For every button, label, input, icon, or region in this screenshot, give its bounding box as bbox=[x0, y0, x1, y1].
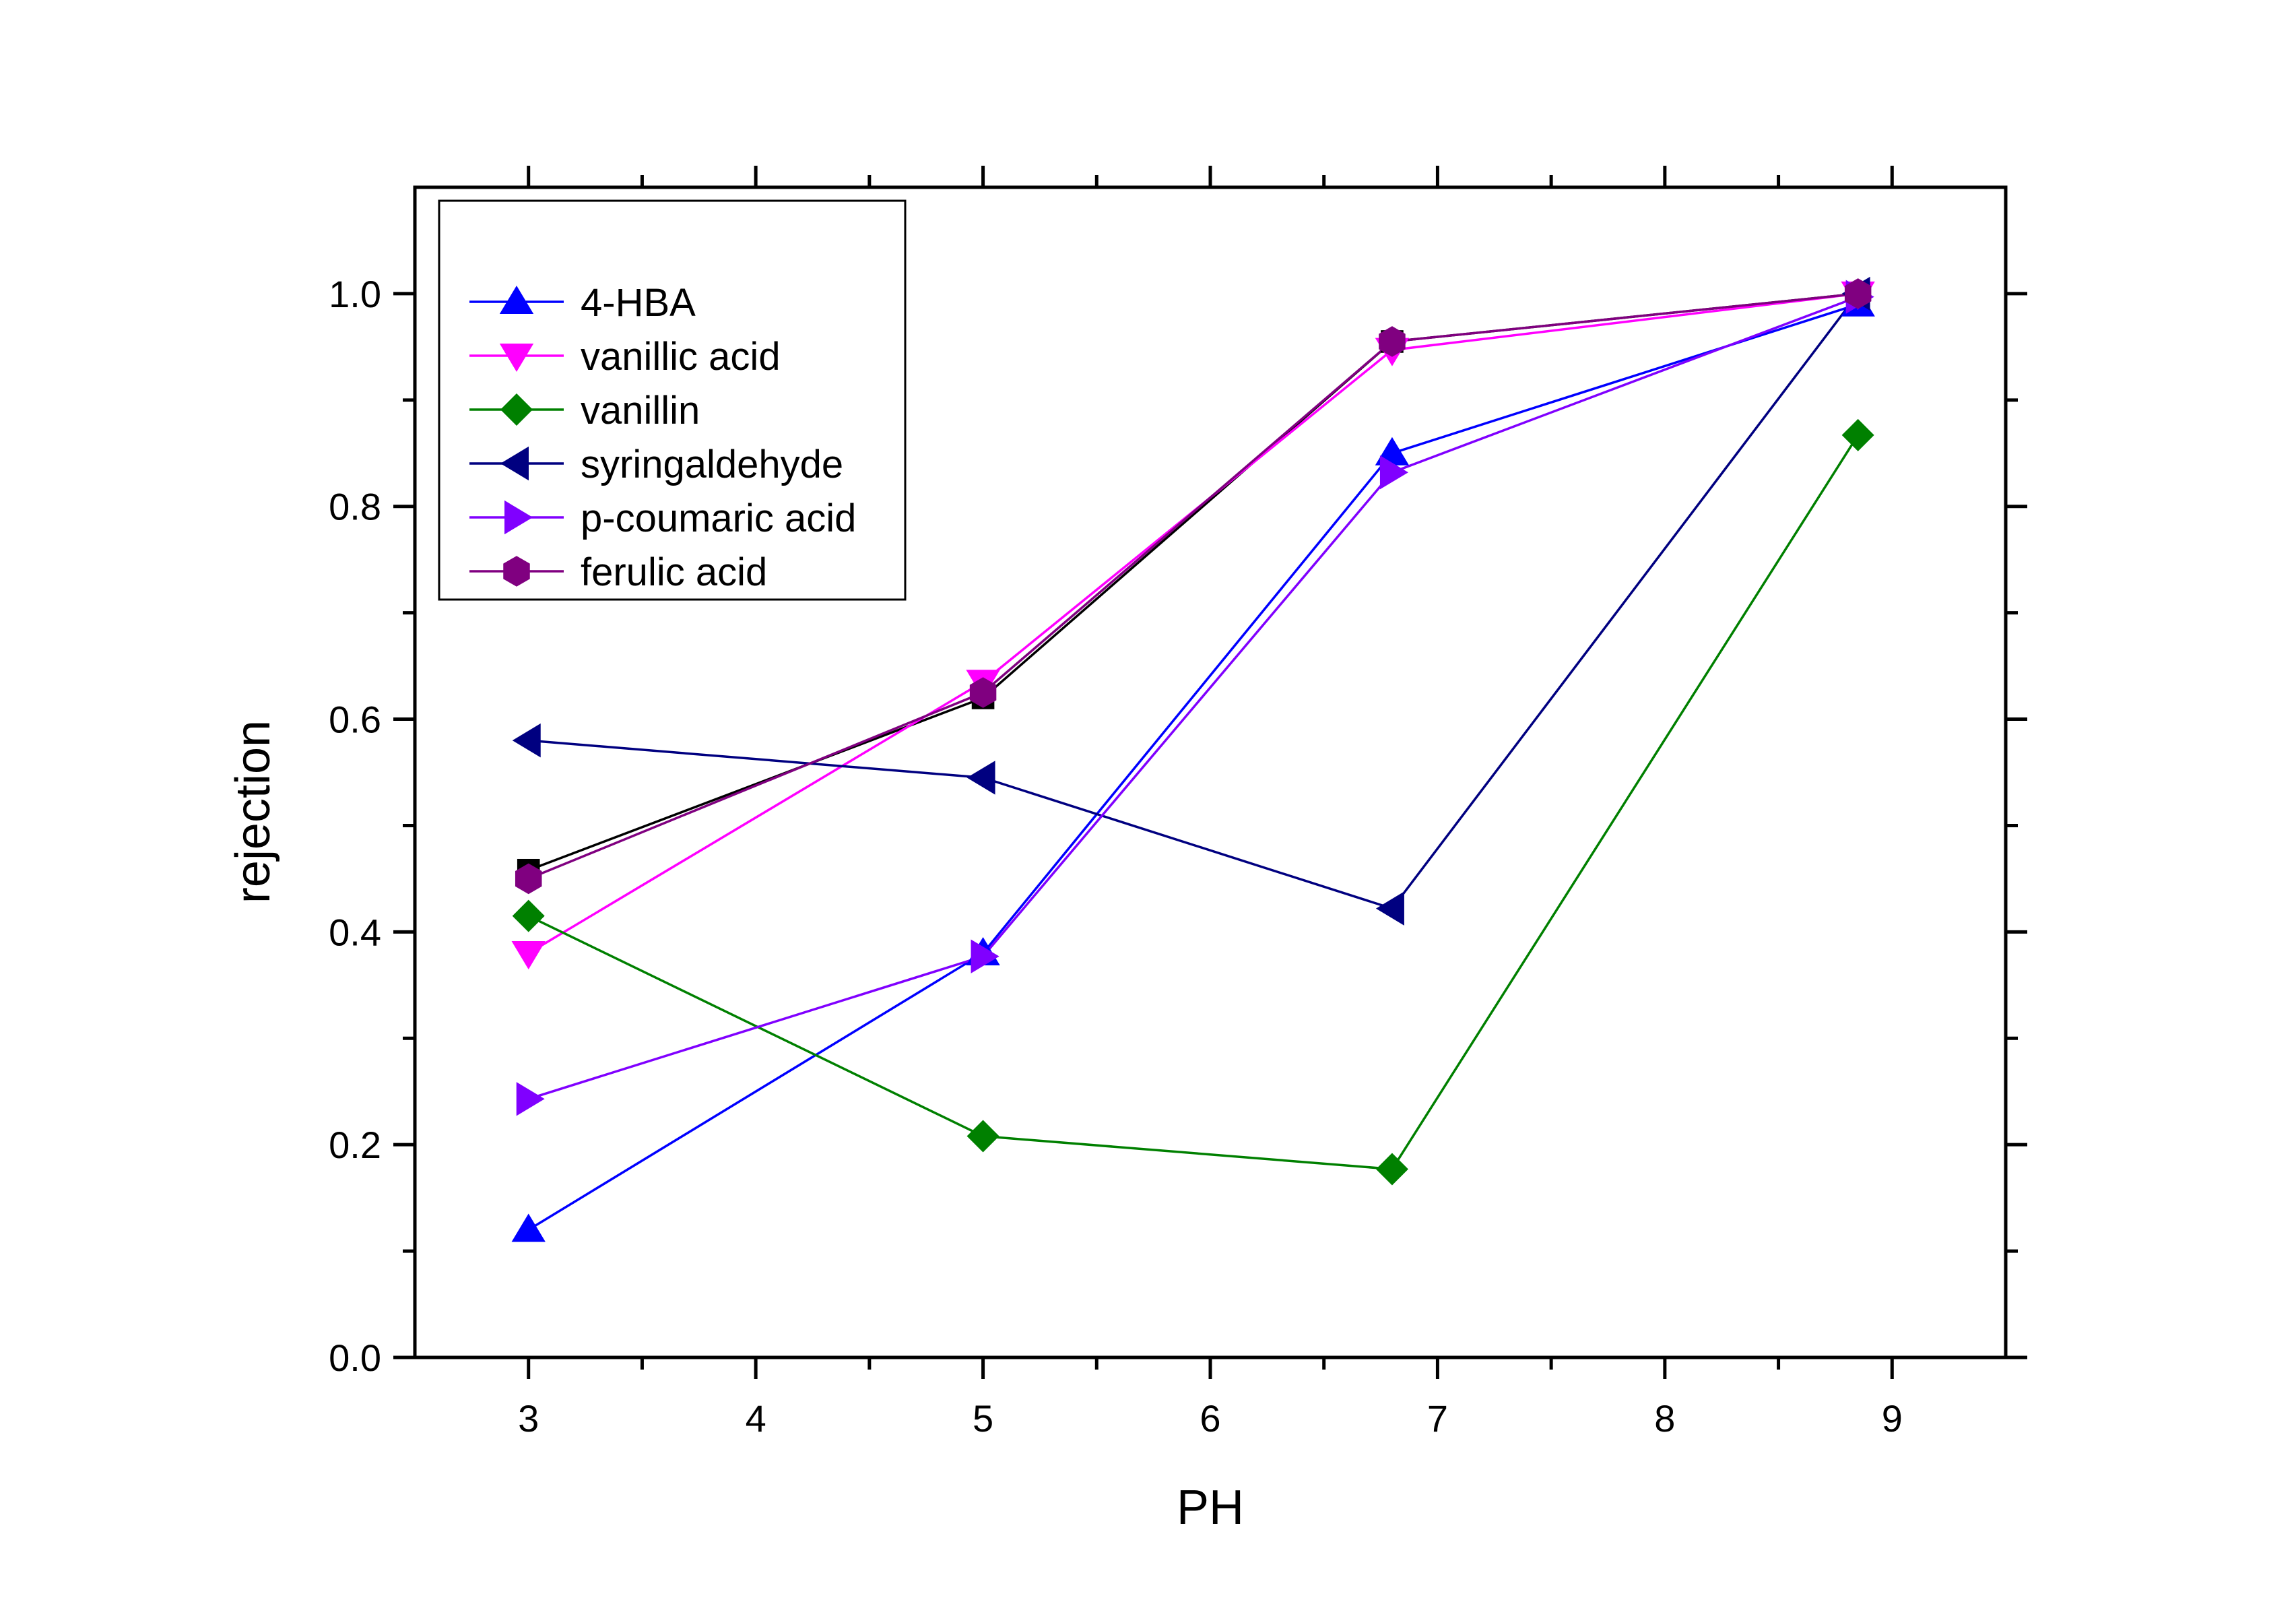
series-p-coumaric-acid-point bbox=[971, 939, 999, 973]
x-axis-title: PH bbox=[1177, 1481, 1244, 1535]
legend-vanillin-marker bbox=[500, 393, 533, 426]
series-vanillic-acid-point bbox=[511, 940, 546, 969]
series-ferulic-acid-point bbox=[515, 863, 542, 895]
series-lines bbox=[527, 292, 1860, 1231]
legend-ferulic-acid-label: ferulic acid bbox=[581, 550, 767, 594]
legend-4-hba-marker bbox=[499, 286, 534, 314]
series-syringaldehyde-point bbox=[512, 723, 541, 758]
y-tick-label: 0.8 bbox=[329, 486, 381, 528]
legend: 4-HBA vanillic acid vanillin syringaldehyde… bbox=[438, 199, 907, 601]
x-tick-label: 7 bbox=[1427, 1397, 1448, 1440]
y-tick-label: 0.6 bbox=[329, 699, 381, 741]
x-tick-label: 4 bbox=[746, 1397, 766, 1440]
y-tick-label: 0.0 bbox=[329, 1337, 381, 1379]
series-vanillin-point bbox=[966, 1120, 999, 1153]
x-tick-label: 8 bbox=[1654, 1397, 1675, 1440]
series-ferulic-acid-point bbox=[969, 677, 997, 708]
legend-ferulic-acid-marker bbox=[503, 556, 530, 587]
series-4-hba-line bbox=[527, 303, 1859, 1231]
x-tick-label: 9 bbox=[1882, 1397, 1903, 1440]
x-tick-label: 6 bbox=[1200, 1397, 1220, 1440]
legend-syringaldehyde-label: syringaldehyde bbox=[581, 443, 843, 486]
series-syringaldehyde-point bbox=[966, 761, 995, 795]
legend-vanillin-label: vanillin bbox=[581, 389, 700, 432]
series-markers bbox=[511, 276, 1875, 1242]
legend-p-coumaric-acid-label: p-coumaric acid bbox=[581, 496, 856, 540]
legend-p-coumaric-acid-marker bbox=[504, 500, 533, 535]
legend-vanillic-acid-marker bbox=[499, 344, 534, 372]
y-tick-label: 1.0 bbox=[329, 273, 381, 315]
series-4-hba-point bbox=[511, 1213, 546, 1242]
series-vanillin-line bbox=[527, 434, 1860, 1171]
legend-vanillic-acid-label: vanillic acid bbox=[581, 335, 781, 379]
legend-4-hba-label: 4-HBA bbox=[581, 281, 696, 325]
series-p-coumaric-acid-point bbox=[516, 1082, 545, 1116]
x-tick-label: 3 bbox=[518, 1397, 539, 1440]
axes: 3 4 5 6 7 8 9 0.0 0.2 0.4 0.6 0.8 1.0 bbox=[329, 166, 2027, 1440]
series-syringaldehyde-line bbox=[528, 292, 1860, 910]
series-ferulic-acid-point bbox=[1379, 326, 1406, 357]
series-p-coumaric-acid-point bbox=[1379, 455, 1408, 490]
y-tick-label: 0.2 bbox=[329, 1124, 381, 1166]
series-vanillin-point bbox=[1841, 418, 1874, 451]
y-axis-title: rejection bbox=[226, 720, 280, 903]
series-ferulic-acid-line bbox=[528, 292, 1858, 880]
series-vanillin-point bbox=[1375, 1153, 1408, 1186]
series-syringaldehyde-point bbox=[1375, 891, 1404, 926]
legend-syringaldehyde-marker bbox=[500, 446, 529, 481]
x-tick-label: 5 bbox=[973, 1397, 993, 1440]
series-ferulic-acid-point bbox=[1844, 278, 1872, 309]
series-p-coumaric-acid-line bbox=[528, 296, 1859, 1100]
series-vanillin-point bbox=[512, 899, 545, 932]
y-tick-label: 0.4 bbox=[329, 911, 381, 953]
